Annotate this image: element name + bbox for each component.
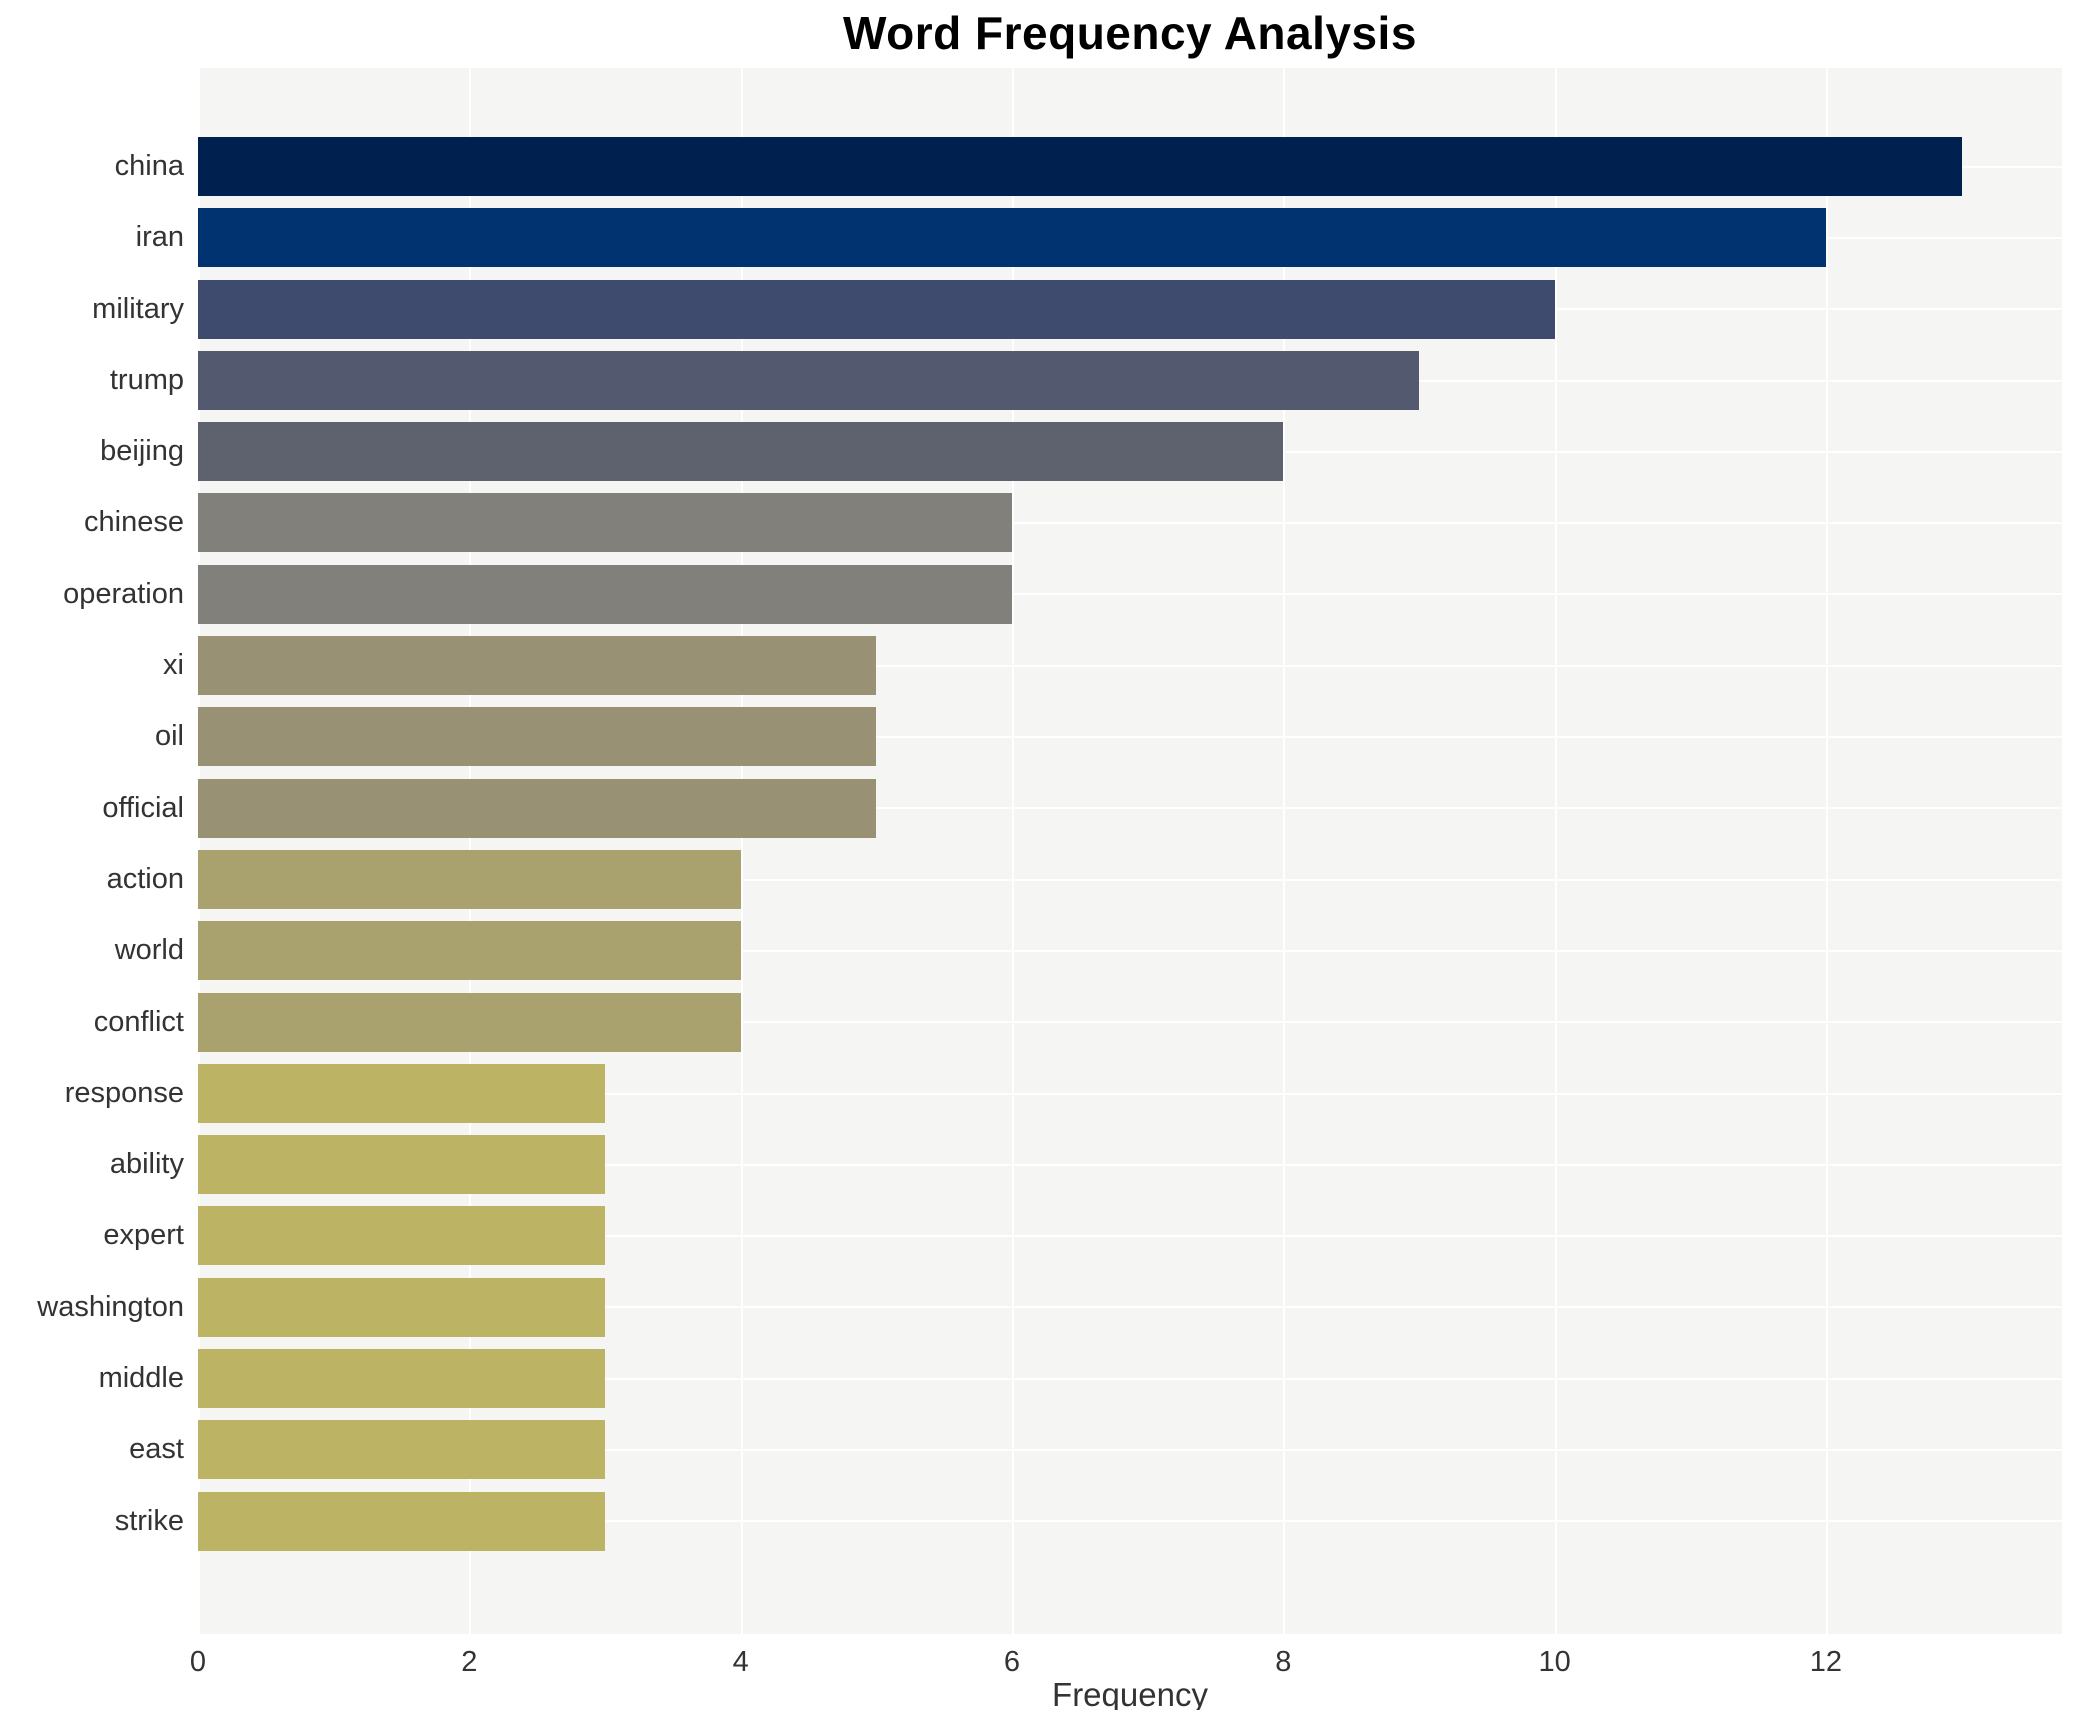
horizontal-gridline — [198, 664, 2062, 667]
y-tick-label: military — [92, 292, 184, 325]
horizontal-gridline — [198, 1377, 2062, 1380]
y-tick-label: action — [106, 862, 184, 895]
bar-row: world — [115, 915, 2062, 986]
horizontal-gridline — [198, 1448, 2062, 1451]
y-tick-label: washington — [37, 1290, 184, 1323]
bar-row: xi — [163, 630, 2062, 701]
bar-world — [198, 921, 741, 981]
y-tick-label: conflict — [93, 1005, 184, 1038]
bar-row: china — [115, 131, 2062, 202]
bar-east — [198, 1420, 605, 1480]
bar-row: east — [129, 1414, 2062, 1485]
horizontal-gridline — [198, 1235, 2062, 1238]
y-tick-label: official — [102, 791, 184, 824]
horizontal-gridline — [198, 522, 2062, 525]
horizontal-gridline — [198, 807, 2062, 810]
bar-row: response — [65, 1058, 2062, 1129]
bar-military — [198, 279, 1555, 339]
bar-chinese — [198, 493, 1012, 553]
horizontal-gridline — [198, 949, 2062, 952]
bar-official — [198, 778, 877, 838]
bar-xi — [198, 636, 877, 696]
horizontal-gridline — [198, 1021, 2062, 1024]
bar-row: iran — [136, 202, 2062, 273]
bar-row: washington — [37, 1272, 2062, 1343]
vertical-gridline — [1283, 68, 1286, 1634]
y-tick-label: ability — [109, 1148, 184, 1181]
bar-trump — [198, 350, 1419, 410]
y-tick-label: strike — [114, 1504, 184, 1537]
bar-row: beijing — [100, 416, 2062, 487]
x-tick-label: 0 — [189, 1646, 207, 1678]
bar-china — [198, 137, 1962, 196]
x-tick-label: 4 — [732, 1646, 749, 1678]
vertical-gridline — [740, 68, 743, 1634]
y-tick-label: middle — [98, 1362, 184, 1395]
bar-row: official — [102, 773, 2062, 844]
horizontal-gridline — [198, 878, 2062, 881]
y-tick-label: beijing — [100, 435, 184, 468]
bar-washington — [198, 1277, 605, 1337]
bar-conflict — [198, 992, 741, 1052]
bar-rows: china iran military trump beijing chinese oper… — [37, 131, 2062, 1557]
bar-row: strike — [115, 1486, 2062, 1557]
chart-title: Word Frequency Analysis — [843, 7, 1417, 59]
x-tick-label: 10 — [1538, 1646, 1571, 1678]
horizontal-gridline — [198, 1092, 2062, 1095]
y-tick-label: world — [114, 934, 184, 967]
vertical-gridline — [1825, 68, 1828, 1634]
y-tick-label: response — [64, 1076, 184, 1109]
x-axis-label: Frequency — [1052, 1676, 1208, 1710]
y-tick-label: oil — [154, 720, 184, 753]
bar-row: oil — [155, 701, 2062, 772]
bar-row: military — [92, 274, 2062, 345]
x-tick-label: 8 — [1275, 1646, 1292, 1678]
vertical-gridline — [1554, 68, 1557, 1634]
x-tick-label: 2 — [461, 1646, 478, 1678]
bar-operation — [198, 564, 1012, 624]
x-tick-label: 6 — [1003, 1646, 1021, 1678]
bar-row: expert — [103, 1200, 2062, 1271]
horizontal-gridline — [198, 1520, 2062, 1523]
bar-iran — [198, 208, 1826, 268]
bar-ability — [198, 1135, 605, 1195]
y-tick-label: expert — [103, 1219, 184, 1252]
bar-strike — [198, 1491, 605, 1551]
y-tick-label: operation — [63, 577, 184, 610]
bar-response — [198, 1063, 605, 1123]
horizontal-gridline — [198, 593, 2062, 596]
y-tick-label: trump — [109, 363, 184, 396]
x-tick-label: 12 — [1809, 1646, 1843, 1678]
bar-row: ability — [110, 1129, 2062, 1200]
y-tick-label: east — [129, 1433, 184, 1466]
y-tick-label: china — [114, 150, 184, 182]
bar-beijing — [198, 422, 1284, 482]
vertical-gridline — [1011, 68, 1014, 1634]
horizontal-gridline — [198, 1163, 2062, 1166]
bar-middle — [198, 1349, 605, 1409]
y-tick-label: xi — [163, 649, 184, 682]
y-tick-label: iran — [135, 221, 184, 254]
bar-expert — [198, 1206, 605, 1266]
bar-oil — [198, 707, 877, 767]
bar-row: operation — [63, 559, 2062, 630]
horizontal-gridline — [198, 736, 2062, 739]
horizontal-gridline — [198, 1306, 2062, 1309]
bar-row: conflict — [94, 987, 2062, 1058]
y-tick-label: chinese — [84, 506, 184, 539]
bar-row: middle — [99, 1343, 2062, 1414]
plot-area: china iran military trump beijing chinese oper… — [37, 68, 2062, 1634]
bar-row: chinese — [84, 487, 2062, 558]
bar-row: action — [107, 844, 2062, 915]
bar-action — [198, 849, 741, 909]
bar-row: trump — [110, 345, 2062, 416]
